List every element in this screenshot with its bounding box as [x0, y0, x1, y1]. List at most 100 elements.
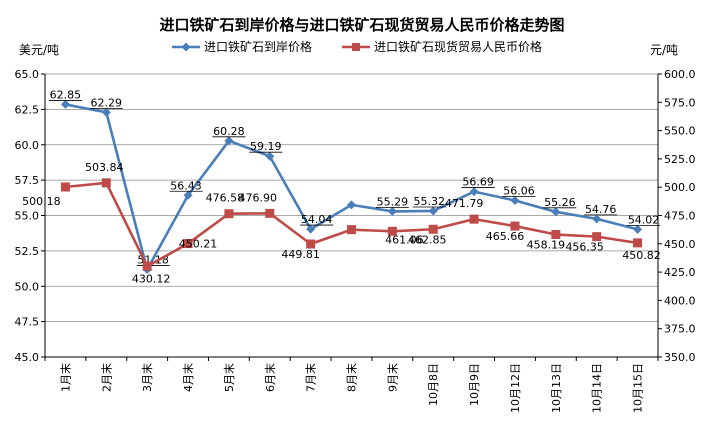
- data-label: 60.28: [213, 125, 245, 138]
- data-point: [306, 224, 316, 234]
- x-tick-label: 10月9日: [468, 363, 481, 406]
- x-tick-label: 10月14日: [591, 363, 604, 413]
- right-tick-label: 350.0: [664, 351, 696, 364]
- data-point: [510, 196, 520, 206]
- x-tick-label: 9月末: [385, 363, 399, 392]
- data-point: [265, 151, 275, 161]
- data-point: [224, 209, 234, 219]
- data-point: [183, 190, 193, 200]
- data-label: 55.32: [413, 195, 445, 208]
- data-point: [224, 136, 234, 146]
- data-point: [387, 206, 397, 216]
- x-tick-label: 10月15日: [632, 363, 645, 413]
- data-label: 59.19: [250, 140, 282, 153]
- data-point: [469, 187, 479, 197]
- data-label: 462.85: [408, 233, 447, 246]
- x-tick-label: 1月末: [58, 363, 72, 392]
- x-tick-label: 5月末: [222, 363, 236, 392]
- legend-square-icon: [352, 43, 360, 51]
- data-label: 430.12: [132, 272, 171, 285]
- data-point: [306, 239, 316, 249]
- right-tick-label: 425.0: [664, 266, 696, 279]
- left-tick-label: 52.5: [15, 245, 40, 258]
- data-label: 476.90: [239, 191, 278, 204]
- right-tick-label: 450.0: [664, 238, 696, 251]
- left-tick-label: 55.0: [15, 210, 40, 223]
- data-label: 56.43: [170, 179, 202, 192]
- x-tick-label: 10月13日: [550, 363, 563, 413]
- x-tick-label: 4月末: [181, 363, 195, 392]
- data-label: 449.81: [281, 248, 320, 261]
- data-label: 461.06: [385, 233, 424, 246]
- axes: 65.0 62.5 60.0 57.5 55.0 52.5 50.0 47.5 45.0 600.…: [15, 68, 696, 413]
- right-tick-label: 375.0: [664, 323, 696, 336]
- x-tick-label: 8月末: [345, 363, 359, 392]
- data-label: 450.21: [179, 238, 218, 251]
- right-tick-label: 525.0: [664, 153, 696, 166]
- x-tick-label: 6月末: [263, 363, 277, 392]
- data-point: [60, 99, 70, 109]
- chart-title: 进口铁矿石到岸价格与进口铁矿石现货贸易人民币价格走势图: [159, 16, 564, 34]
- data-point: [142, 261, 152, 271]
- legend: 进口铁矿石到岸价格 进口铁矿石现货贸易人民币价格: [172, 39, 542, 54]
- data-point: [633, 238, 643, 248]
- data-label: 471.79: [445, 197, 484, 210]
- right-tick-label: 575.0: [664, 96, 696, 109]
- left-tick-label: 60.0: [15, 139, 40, 152]
- data-point: [60, 182, 70, 192]
- data-label: 458.19: [527, 239, 566, 252]
- data-point: [101, 107, 111, 117]
- data-label: 450.82: [622, 249, 661, 262]
- data-point: [469, 214, 479, 224]
- legend-label: 进口铁矿石现货贸易人民币价格: [374, 39, 542, 54]
- data-label: 56.69: [462, 176, 494, 189]
- data-point: [265, 208, 275, 218]
- data-point: [347, 225, 356, 235]
- right-tick-label: 550.0: [664, 125, 696, 138]
- data-point: [183, 239, 193, 249]
- data-label: 54.02: [628, 213, 660, 226]
- x-tick-label: 2月末: [99, 363, 113, 392]
- data-point: [347, 200, 356, 210]
- left-tick-label: 57.5: [15, 174, 40, 187]
- left-tick-label: 62.5: [15, 103, 40, 116]
- series-layer: 62.8562.2951.1856.4360.2859.1954.0455.29…: [22, 88, 661, 285]
- data-label: 503.84: [85, 161, 124, 174]
- data-point: [387, 226, 397, 236]
- x-tick-label: 7月末: [304, 363, 318, 392]
- legend-label: 进口铁矿石到岸价格: [204, 39, 312, 54]
- data-point: [592, 214, 602, 224]
- data-label: 476.58: [206, 192, 245, 205]
- data-point: [101, 178, 111, 188]
- data-point: [592, 232, 602, 242]
- right-tick-label: 600.0: [664, 68, 696, 81]
- right-tick-label: 475.0: [664, 210, 696, 223]
- right-tick-label: 500.0: [664, 181, 696, 194]
- data-label: 62.85: [50, 88, 82, 101]
- data-point: [633, 224, 643, 234]
- right-tick-label: 400.0: [664, 294, 696, 307]
- right-axis-unit: 元/吨: [650, 43, 678, 57]
- data-label: 500.18: [22, 195, 61, 208]
- data-point: [551, 207, 561, 217]
- data-label: 62.29: [91, 96, 123, 109]
- left-axis-unit: 美元/吨: [19, 43, 59, 57]
- data-point: [428, 224, 438, 234]
- legend-diamond-icon: [181, 42, 191, 52]
- data-label: 55.26: [544, 196, 576, 209]
- data-point: [428, 206, 438, 216]
- left-tick-label: 47.5: [15, 316, 40, 329]
- data-label: 465.66: [486, 230, 525, 243]
- x-tick-label: 3月末: [140, 363, 154, 392]
- data-label: 456.35: [565, 241, 604, 254]
- data-label: 54.76: [585, 203, 617, 216]
- left-tick-label: 45.0: [15, 351, 40, 364]
- data-label: 56.06: [503, 185, 535, 198]
- left-tick-label: 65.0: [15, 68, 40, 81]
- data-label: 55.29: [377, 195, 409, 208]
- x-tick-label: 10月12日: [509, 363, 522, 413]
- x-tick-label: 10月8日: [427, 363, 440, 406]
- data-point: [551, 230, 561, 240]
